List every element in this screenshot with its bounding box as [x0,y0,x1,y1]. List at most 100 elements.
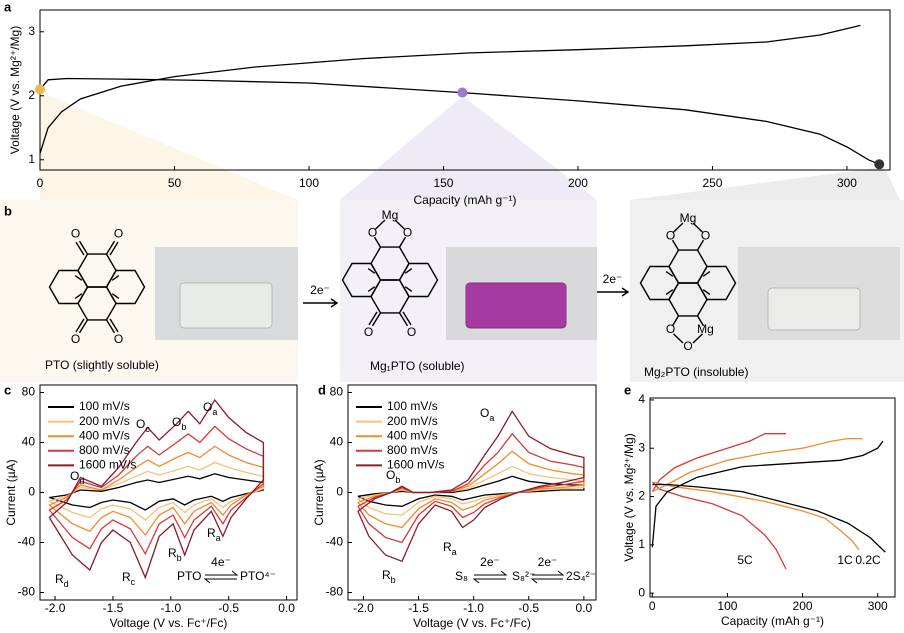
bond [373,236,382,248]
atom: Mg [382,208,399,222]
data-line [49,461,265,521]
bond [78,319,89,334]
annotation-sub: a [216,533,221,543]
data-line [651,433,787,570]
legend-label: 400 mV/s [79,428,130,442]
arrow-label: 2e⁻ [603,272,623,286]
x-tick-label: -0.5 [518,601,539,615]
x-axis-label: Voltage (V vs. Fc⁺/Fc) [110,616,228,630]
y-tick-label: 0 [638,585,645,599]
atom: O [114,226,123,240]
annotation-main: O [386,468,395,482]
y-tick-label: 80 [330,385,344,399]
x-tick-label: 0.0 [576,601,593,615]
annotation-main: O [203,400,212,414]
annotation-main: R [55,572,64,586]
bond [105,319,116,334]
annotation: Rc [122,570,136,587]
y-tick-label: 0 [28,485,35,499]
ring [398,262,439,298]
reaction-species: PTO⁴⁻ [240,569,276,583]
annotation-sub: a [212,407,217,417]
y-tick-label: -80 [326,585,344,599]
bond [696,239,705,251]
atom: O [666,228,675,242]
panel-label: b [4,203,12,218]
annotation-main: O [136,417,145,431]
bond [367,286,376,292]
ring [341,262,382,298]
x-tick-label: 300 [868,599,888,613]
bond [75,241,85,256]
x-tick-label: -1.5 [408,601,429,615]
annotation-sub: d [64,579,69,589]
annotation-sub: c [145,424,150,434]
y-tick-label: 3 [28,24,35,38]
caption: Mg₂PTO (insoluble) [644,365,748,379]
bond [692,333,703,344]
shade-mg1 [340,96,597,200]
ring [105,269,146,305]
state-point [874,159,885,170]
reaction-species: PTO [177,569,201,583]
bond [404,268,413,274]
annotation: Rd [55,572,69,589]
plot-frame [347,384,597,601]
y-tick-label: 1 [638,537,645,551]
x-tick-label: 250 [702,176,722,190]
eq-arrow [472,578,506,584]
vial [767,287,861,331]
y-axis-label: Current (µA) [312,459,326,525]
data-line [39,77,880,165]
bond [404,286,413,292]
atom: O [403,225,412,239]
atom: O [71,332,80,346]
bond [367,268,376,274]
y-tick-label: 2 [638,489,645,503]
reaction-electrons: 2e⁻ [538,555,558,569]
annotation: Ra [207,526,221,543]
plot-frame [39,384,298,601]
shade-mg2 [630,167,900,200]
atom: O [114,332,123,346]
x-tick-label: -1.0 [160,601,181,615]
y-axis-label: Current (µA) [4,459,18,525]
annotation-main: O [480,406,489,420]
legend-label: 1600 mV/s [387,458,444,472]
atom: O [683,339,692,353]
reaction-electrons: 4e⁻ [211,555,231,569]
bond [671,315,680,327]
vial [179,282,273,329]
bond [702,289,711,295]
bond [402,311,412,326]
atom: O [364,325,373,339]
annotation: Od [70,469,84,486]
legend-label: 100 mV/s [387,399,438,413]
x-tick-label: -2.0 [353,601,374,615]
annotation: Oc [136,417,150,434]
x-tick-label: 100 [717,599,737,613]
reaction-species: S₈²⁻ [512,569,535,583]
eq-arrow [532,570,565,576]
y-axis-label: Voltage (V vs. Mg²⁺/Mg) [8,26,22,154]
panel-label: a [4,0,12,14]
caption: Mg₁PTO (soluble) [370,359,465,373]
data-line [357,410,585,563]
annotation: Ob [386,468,400,485]
annotation-sub: c [131,577,136,587]
y-tick-label: 2 [28,88,35,102]
x-tick-label: -0.5 [218,601,239,615]
panel-label: d [318,382,326,397]
y-tick-label: 3 [638,440,645,454]
x-tick-label: 200 [793,599,813,613]
annotation: Ob [172,415,186,432]
data-line [652,437,863,551]
legend-label: 800 mV/s [387,443,438,457]
series-label: 0.2C [855,553,881,567]
y-tick-label: 80 [22,385,36,399]
bond [109,241,119,256]
state-point [457,87,468,98]
annotation: Oa [480,406,494,423]
bond [109,318,119,333]
